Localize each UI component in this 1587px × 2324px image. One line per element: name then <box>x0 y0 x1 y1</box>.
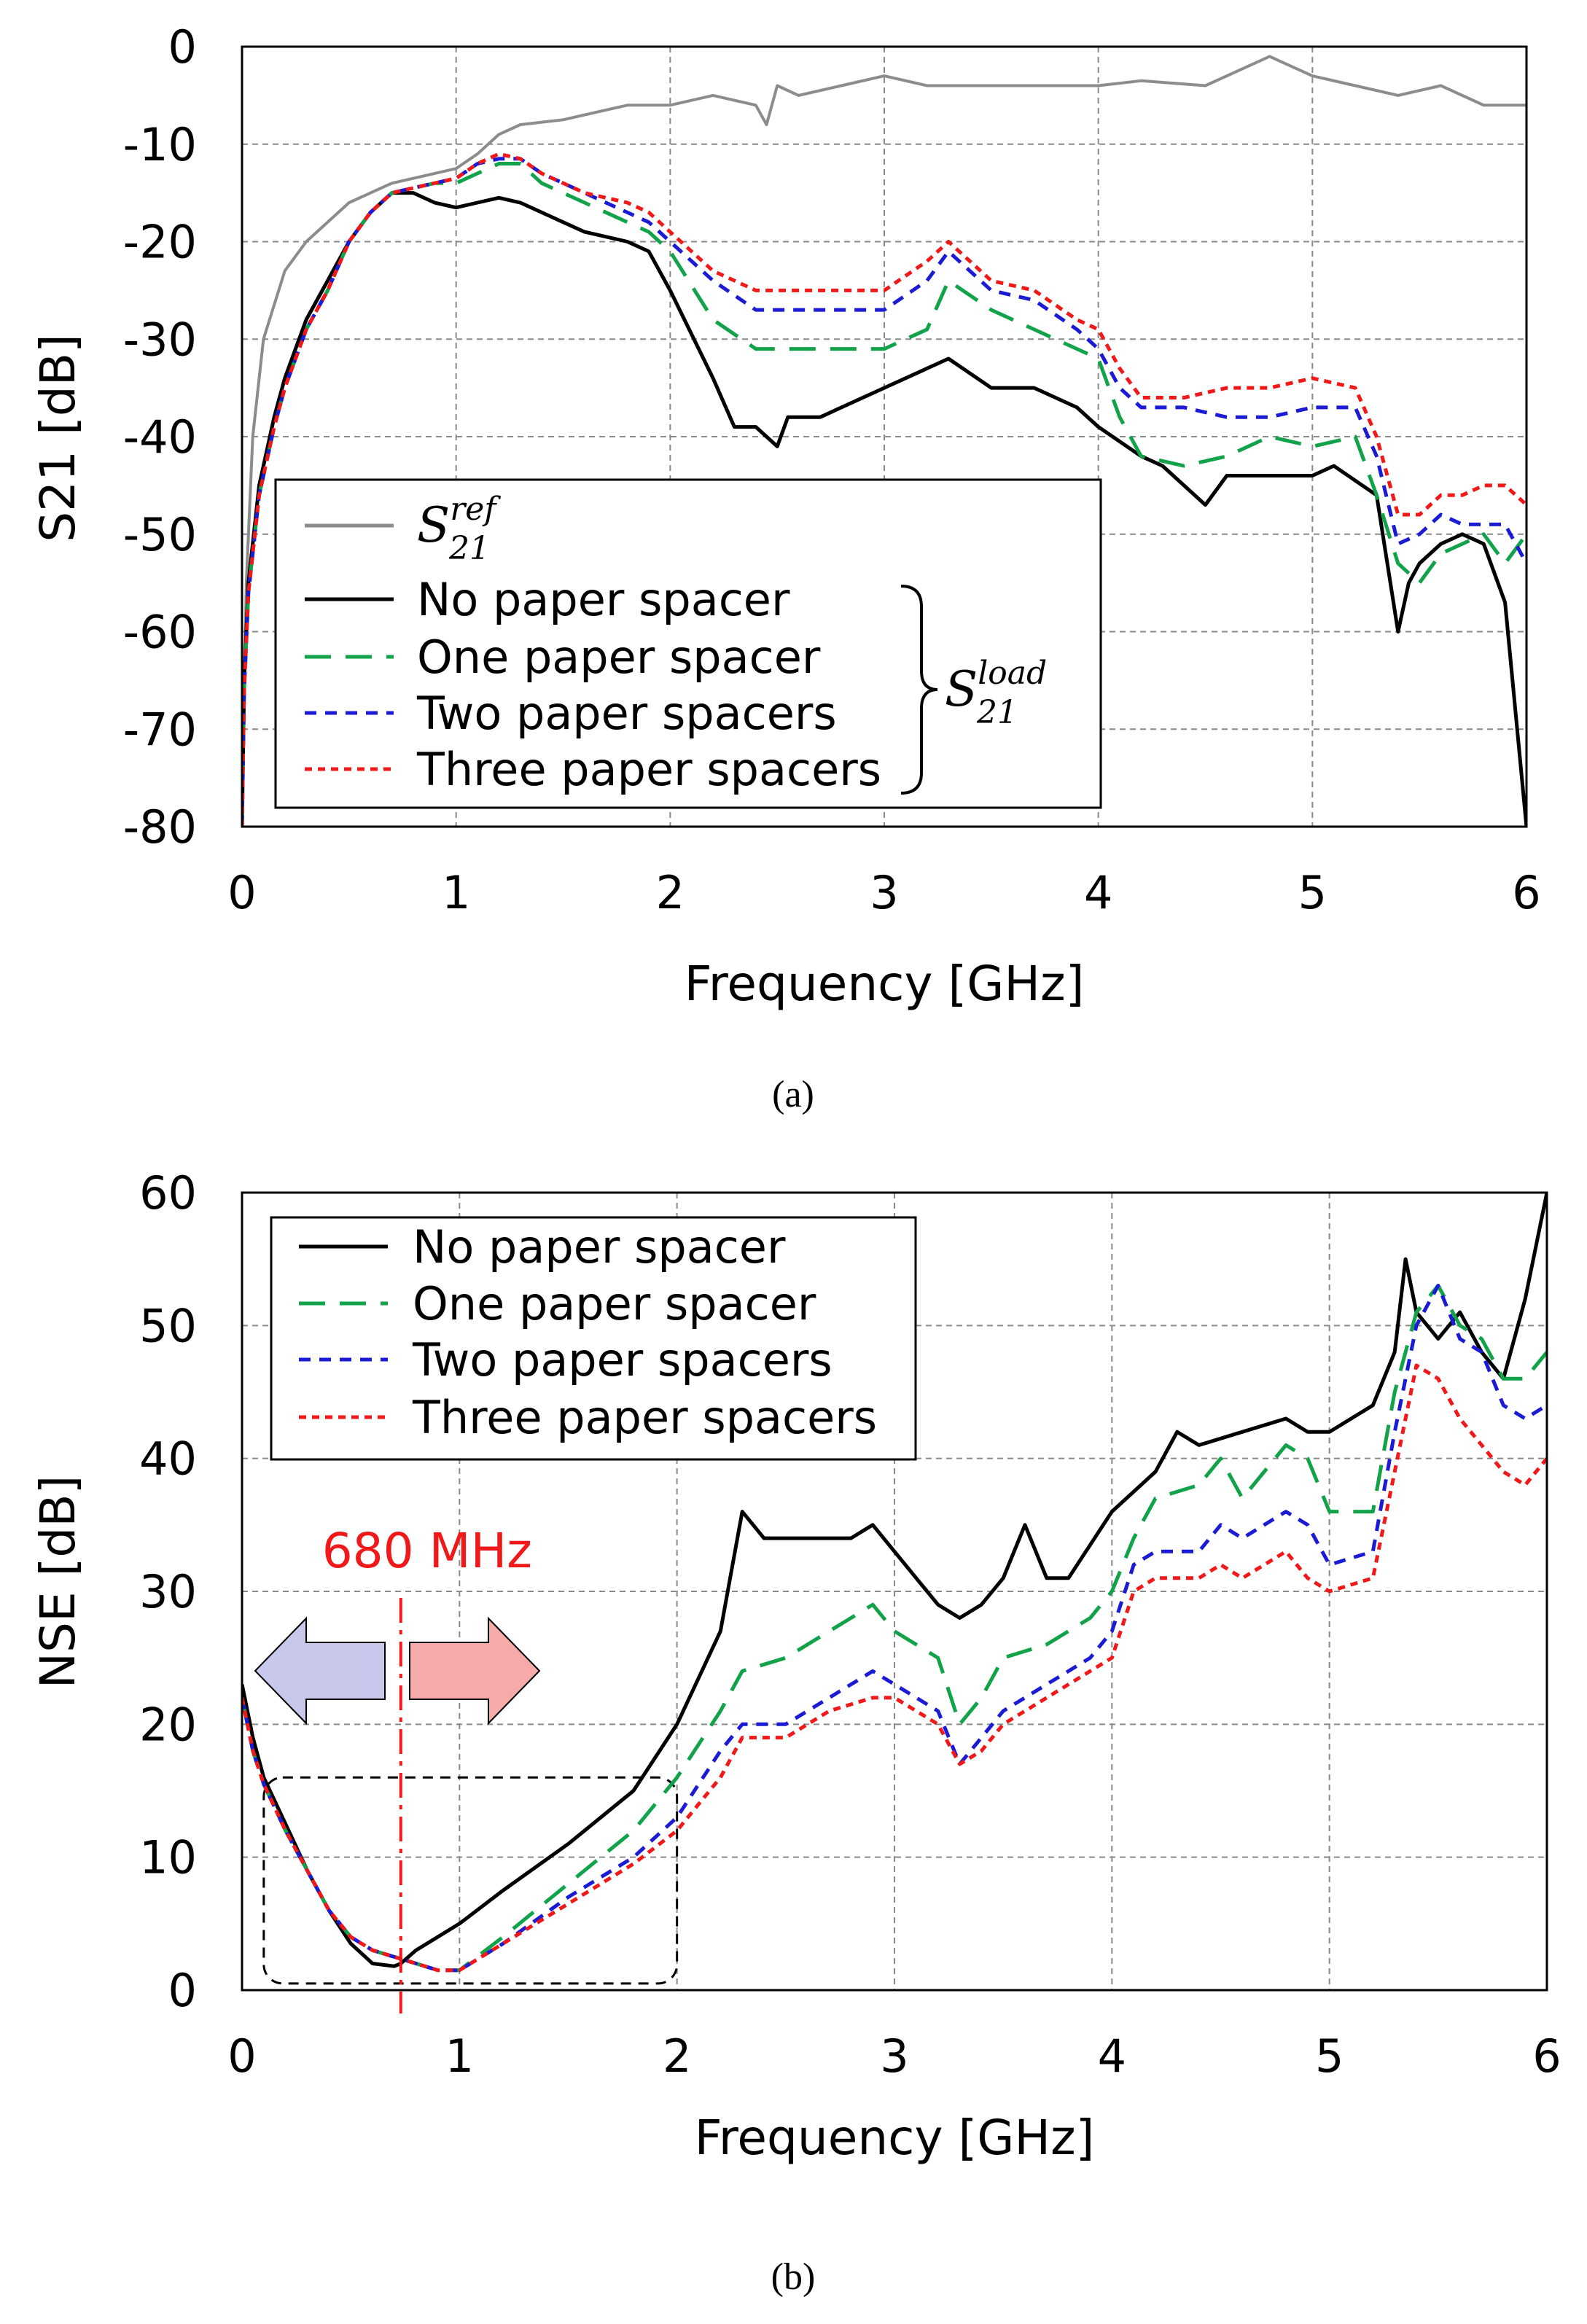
a-plot-frame <box>241 45 1528 828</box>
a-y-tick-label: -60 <box>123 606 197 659</box>
a-x-tick-label: 3 <box>870 866 898 919</box>
b-series-none-line <box>242 1193 1547 1968</box>
a-y-tick-label: -20 <box>123 216 197 269</box>
b-legend-label-two: Two paper spacers <box>412 1333 833 1387</box>
a-legend-load-label: Sload 21 <box>945 655 1047 731</box>
b-y-tick-label: 30 <box>139 1565 197 1618</box>
arrow-left-shape <box>254 1616 386 1726</box>
a-legend-ref-sup: ref <box>450 491 501 528</box>
a-x-tick-label: 1 <box>442 866 470 919</box>
a-legend-label-ref: Sref 21 <box>417 491 501 567</box>
b-plot-frame <box>241 1191 1548 1992</box>
b-y-tick-label: 50 <box>139 1299 197 1352</box>
a-y-axis-title: S21 [dB] <box>30 334 86 542</box>
b-legend-label-one: One paper spacer <box>413 1277 816 1330</box>
b-y-axis-title: NSE [dB] <box>30 1475 86 1689</box>
b-legend-box <box>270 1216 917 1461</box>
a-legend: Sref 21 No paper spacer One paper spacer … <box>274 478 1102 809</box>
b-x-tick-label: 2 <box>663 2029 691 2083</box>
a-series-ref-line <box>242 55 1526 827</box>
a-x-tick-label: 2 <box>656 866 685 919</box>
a-y-tick-label: 0 <box>168 20 197 74</box>
b-low-frequency-highlight-box <box>262 1776 679 1985</box>
a-legend-brace <box>900 585 938 795</box>
caption-a: (a) <box>772 1074 814 1115</box>
a-tick-labels: 0 1 2 3 4 5 6 0 -10 -20 -30 -40 -50 -60 -70 -80 <box>123 20 1541 919</box>
a-legend-box <box>274 478 1102 809</box>
b-y-tick-label: 0 <box>168 1964 197 2017</box>
a-x-tick-label: 4 <box>1084 866 1112 919</box>
a-legend-label-three: Three paper spacers <box>416 743 881 796</box>
b-series-group <box>242 1193 1547 1973</box>
a-legend-label-none: No paper spacer <box>417 573 790 626</box>
b-x-tick-label: 0 <box>227 2029 256 2083</box>
a-y-tick-label: -10 <box>123 118 197 171</box>
a-legend-label-two: Two paper spacers <box>416 687 837 740</box>
panel-a: 0 1 2 3 4 5 6 0 -10 -20 -30 -40 -50 -60 -70 -80 Frequen… <box>30 20 1541 1012</box>
a-x-tick-label: 5 <box>1298 866 1327 919</box>
b-x-tick-label: 3 <box>880 2029 908 2083</box>
a-series-three-line <box>242 152 1526 827</box>
arrow-right-shape <box>409 1616 541 1726</box>
a-x-tick-label: 0 <box>227 866 256 919</box>
b-x-axis-title: Frequency [GHz] <box>695 2110 1095 2166</box>
b-x-tick-label: 5 <box>1315 2029 1344 2083</box>
caption-b: (b) <box>771 2256 816 2298</box>
a-x-tick-label: 6 <box>1512 866 1540 919</box>
a-legend-load-sub: 21 <box>976 694 1018 731</box>
a-y-tick-label: -70 <box>123 703 197 756</box>
b-y-tick-label: 10 <box>139 1831 197 1884</box>
a-series-group <box>242 55 1526 827</box>
b-680mhz-label: 680 MHz <box>322 1523 532 1579</box>
a-y-tick-label: -50 <box>123 508 197 561</box>
b-series-three-line <box>242 1363 1547 1973</box>
b-legend: No paper spacer One paper spacer Two pap… <box>270 1216 917 1461</box>
a-legend-load-sup: load <box>978 655 1047 692</box>
a-legend-ref-symbol: S <box>417 497 450 553</box>
a-legend-load-symbol: S <box>945 661 978 717</box>
b-y-tick-label: 40 <box>139 1432 197 1486</box>
b-legend-label-none: No paper spacer <box>413 1220 786 1274</box>
b-x-tick-label: 1 <box>445 2029 474 2083</box>
a-y-tick-label: -80 <box>123 800 197 854</box>
a-legend-label-one: One paper spacer <box>417 631 821 684</box>
b-legend-label-three: Three paper spacers <box>412 1391 877 1444</box>
b-y-tick-label: 20 <box>139 1698 197 1751</box>
a-x-axis-title: Frequency [GHz] <box>685 956 1085 1012</box>
b-x-tick-label: 6 <box>1532 2029 1561 2083</box>
a-y-tick-label: -40 <box>123 410 197 464</box>
a-legend-ref-sub: 21 <box>448 530 490 567</box>
b-y-tick-label: 60 <box>139 1166 197 1220</box>
a-y-tick-label: -30 <box>123 313 197 366</box>
b-x-tick-label: 4 <box>1098 2029 1126 2083</box>
